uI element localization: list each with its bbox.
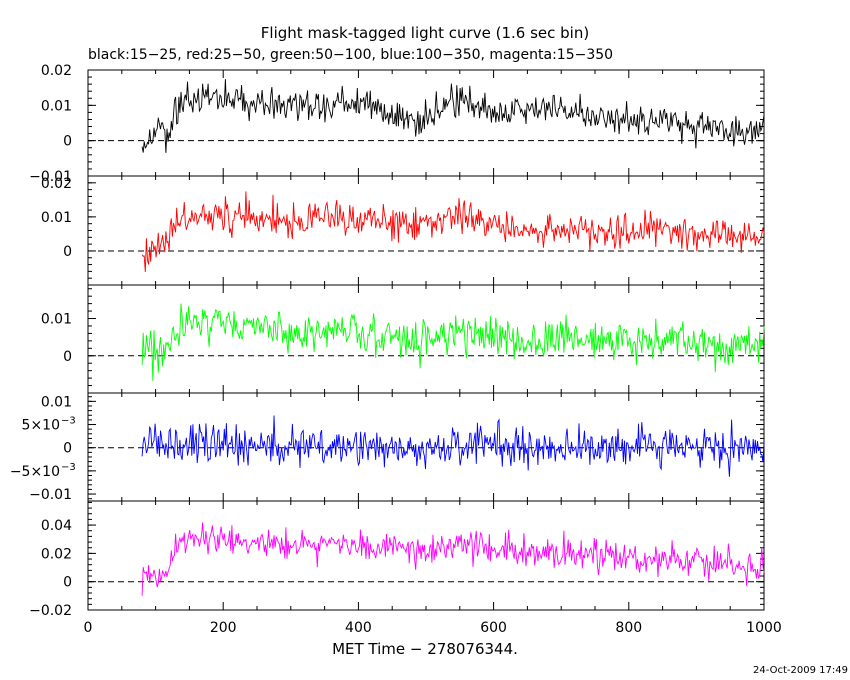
panel-2: 0.02 0.01 0 (41, 175, 765, 286)
panel-4: 0.015×10 −30−5×10 −3−0.01 (10, 392, 765, 503)
y-tick-label: 0.02 (41, 546, 72, 562)
y-tick-exponent: −3 (61, 416, 76, 427)
y-tick-label: 0.02 (41, 63, 72, 79)
x-axis: 0 200 400 600 800 1000 (84, 620, 782, 636)
y-tick-label: −0.01 (29, 169, 72, 185)
x-tick-label: 600 (480, 620, 507, 636)
chart-title: Flight mask-tagged light curve (1.6 sec … (261, 24, 589, 42)
y-tick-label: −5×10 (10, 464, 60, 480)
y-tick-label: 0.01 (41, 394, 72, 410)
y-tick-label: 5×10 (22, 418, 60, 434)
x-axis-label: MET Time − 278076344. (332, 640, 518, 658)
y-tick-label: −0.01 (29, 487, 72, 503)
light-curve-series-2 (141, 191, 765, 273)
light-curve-series-3 (141, 303, 765, 382)
y-tick-exponent: −3 (61, 462, 76, 473)
x-tick-label: 800 (615, 620, 642, 636)
panel-3: 0.01 0 (41, 284, 765, 394)
y-tick-label: −0.02 (29, 603, 72, 619)
y-tick-label: 0.01 (41, 210, 72, 226)
x-tick-label: 400 (345, 620, 372, 636)
x-tick-label: 200 (210, 620, 237, 636)
light-curve-series-1 (141, 79, 765, 153)
y-tick-label: 0 (63, 349, 72, 365)
timestamp: 24-Oct-2009 17:49 (753, 665, 848, 676)
y-tick-label: 0.02 (41, 176, 72, 192)
light-curve-series-4 (141, 415, 765, 477)
x-tick-label: 0 (84, 620, 93, 636)
y-tick-label: 0.01 (41, 312, 72, 328)
y-tick-label: 0 (63, 441, 72, 457)
chart-subtitle: black:15−25, red:25−50, green:50−100, bl… (88, 47, 613, 63)
y-tick-label: 0 (63, 134, 72, 150)
y-tick-label: 0 (63, 244, 72, 260)
panel-1: 0.02 0.01 0 −0.01 (29, 63, 765, 185)
panel-5: 0.04 0.02 0 −0.02 (29, 500, 765, 619)
y-tick-label: 0 (63, 575, 72, 591)
y-tick-label: 0.01 (41, 98, 72, 114)
x-tick-label: 1000 (746, 620, 782, 636)
light-curve-series-5 (141, 522, 765, 596)
y-tick-label: 0.04 (41, 518, 72, 534)
